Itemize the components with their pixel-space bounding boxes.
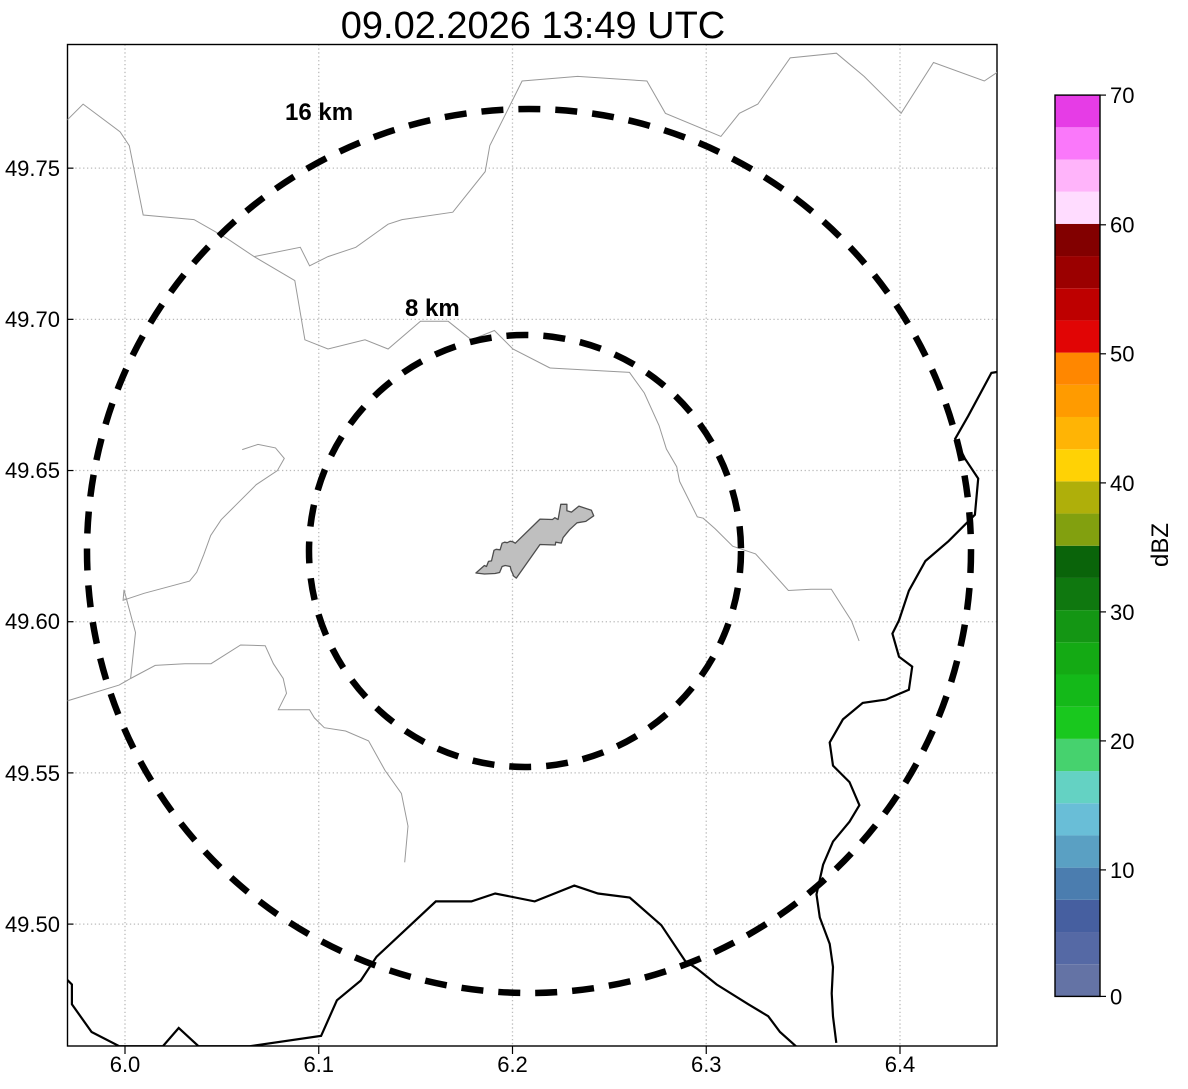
svg-text:6.3: 6.3 bbox=[691, 1052, 722, 1077]
svg-text:0: 0 bbox=[1110, 984, 1122, 1009]
svg-text:6.4: 6.4 bbox=[885, 1052, 916, 1077]
svg-text:49.55: 49.55 bbox=[5, 761, 60, 786]
svg-text:49.70: 49.70 bbox=[5, 307, 60, 332]
svg-text:49.65: 49.65 bbox=[5, 458, 60, 483]
svg-text:16 km: 16 km bbox=[285, 99, 353, 126]
svg-text:49.60: 49.60 bbox=[5, 609, 60, 634]
svg-text:70: 70 bbox=[1110, 83, 1134, 108]
svg-text:10: 10 bbox=[1110, 858, 1134, 883]
svg-text:50: 50 bbox=[1110, 342, 1134, 367]
svg-text:dBZ: dBZ bbox=[1147, 523, 1174, 567]
svg-text:09.02.2026 13:49 UTC: 09.02.2026 13:49 UTC bbox=[341, 5, 726, 47]
svg-text:6.0: 6.0 bbox=[110, 1052, 141, 1077]
svg-text:49.75: 49.75 bbox=[5, 156, 60, 181]
svg-text:6.2: 6.2 bbox=[497, 1052, 528, 1077]
svg-text:20: 20 bbox=[1110, 729, 1134, 754]
svg-text:30: 30 bbox=[1110, 600, 1134, 625]
svg-text:6.1: 6.1 bbox=[303, 1052, 334, 1077]
svg-text:49.50: 49.50 bbox=[5, 912, 60, 937]
svg-text:40: 40 bbox=[1110, 471, 1134, 496]
svg-text:60: 60 bbox=[1110, 213, 1134, 238]
svg-text:8 km: 8 km bbox=[405, 295, 460, 322]
